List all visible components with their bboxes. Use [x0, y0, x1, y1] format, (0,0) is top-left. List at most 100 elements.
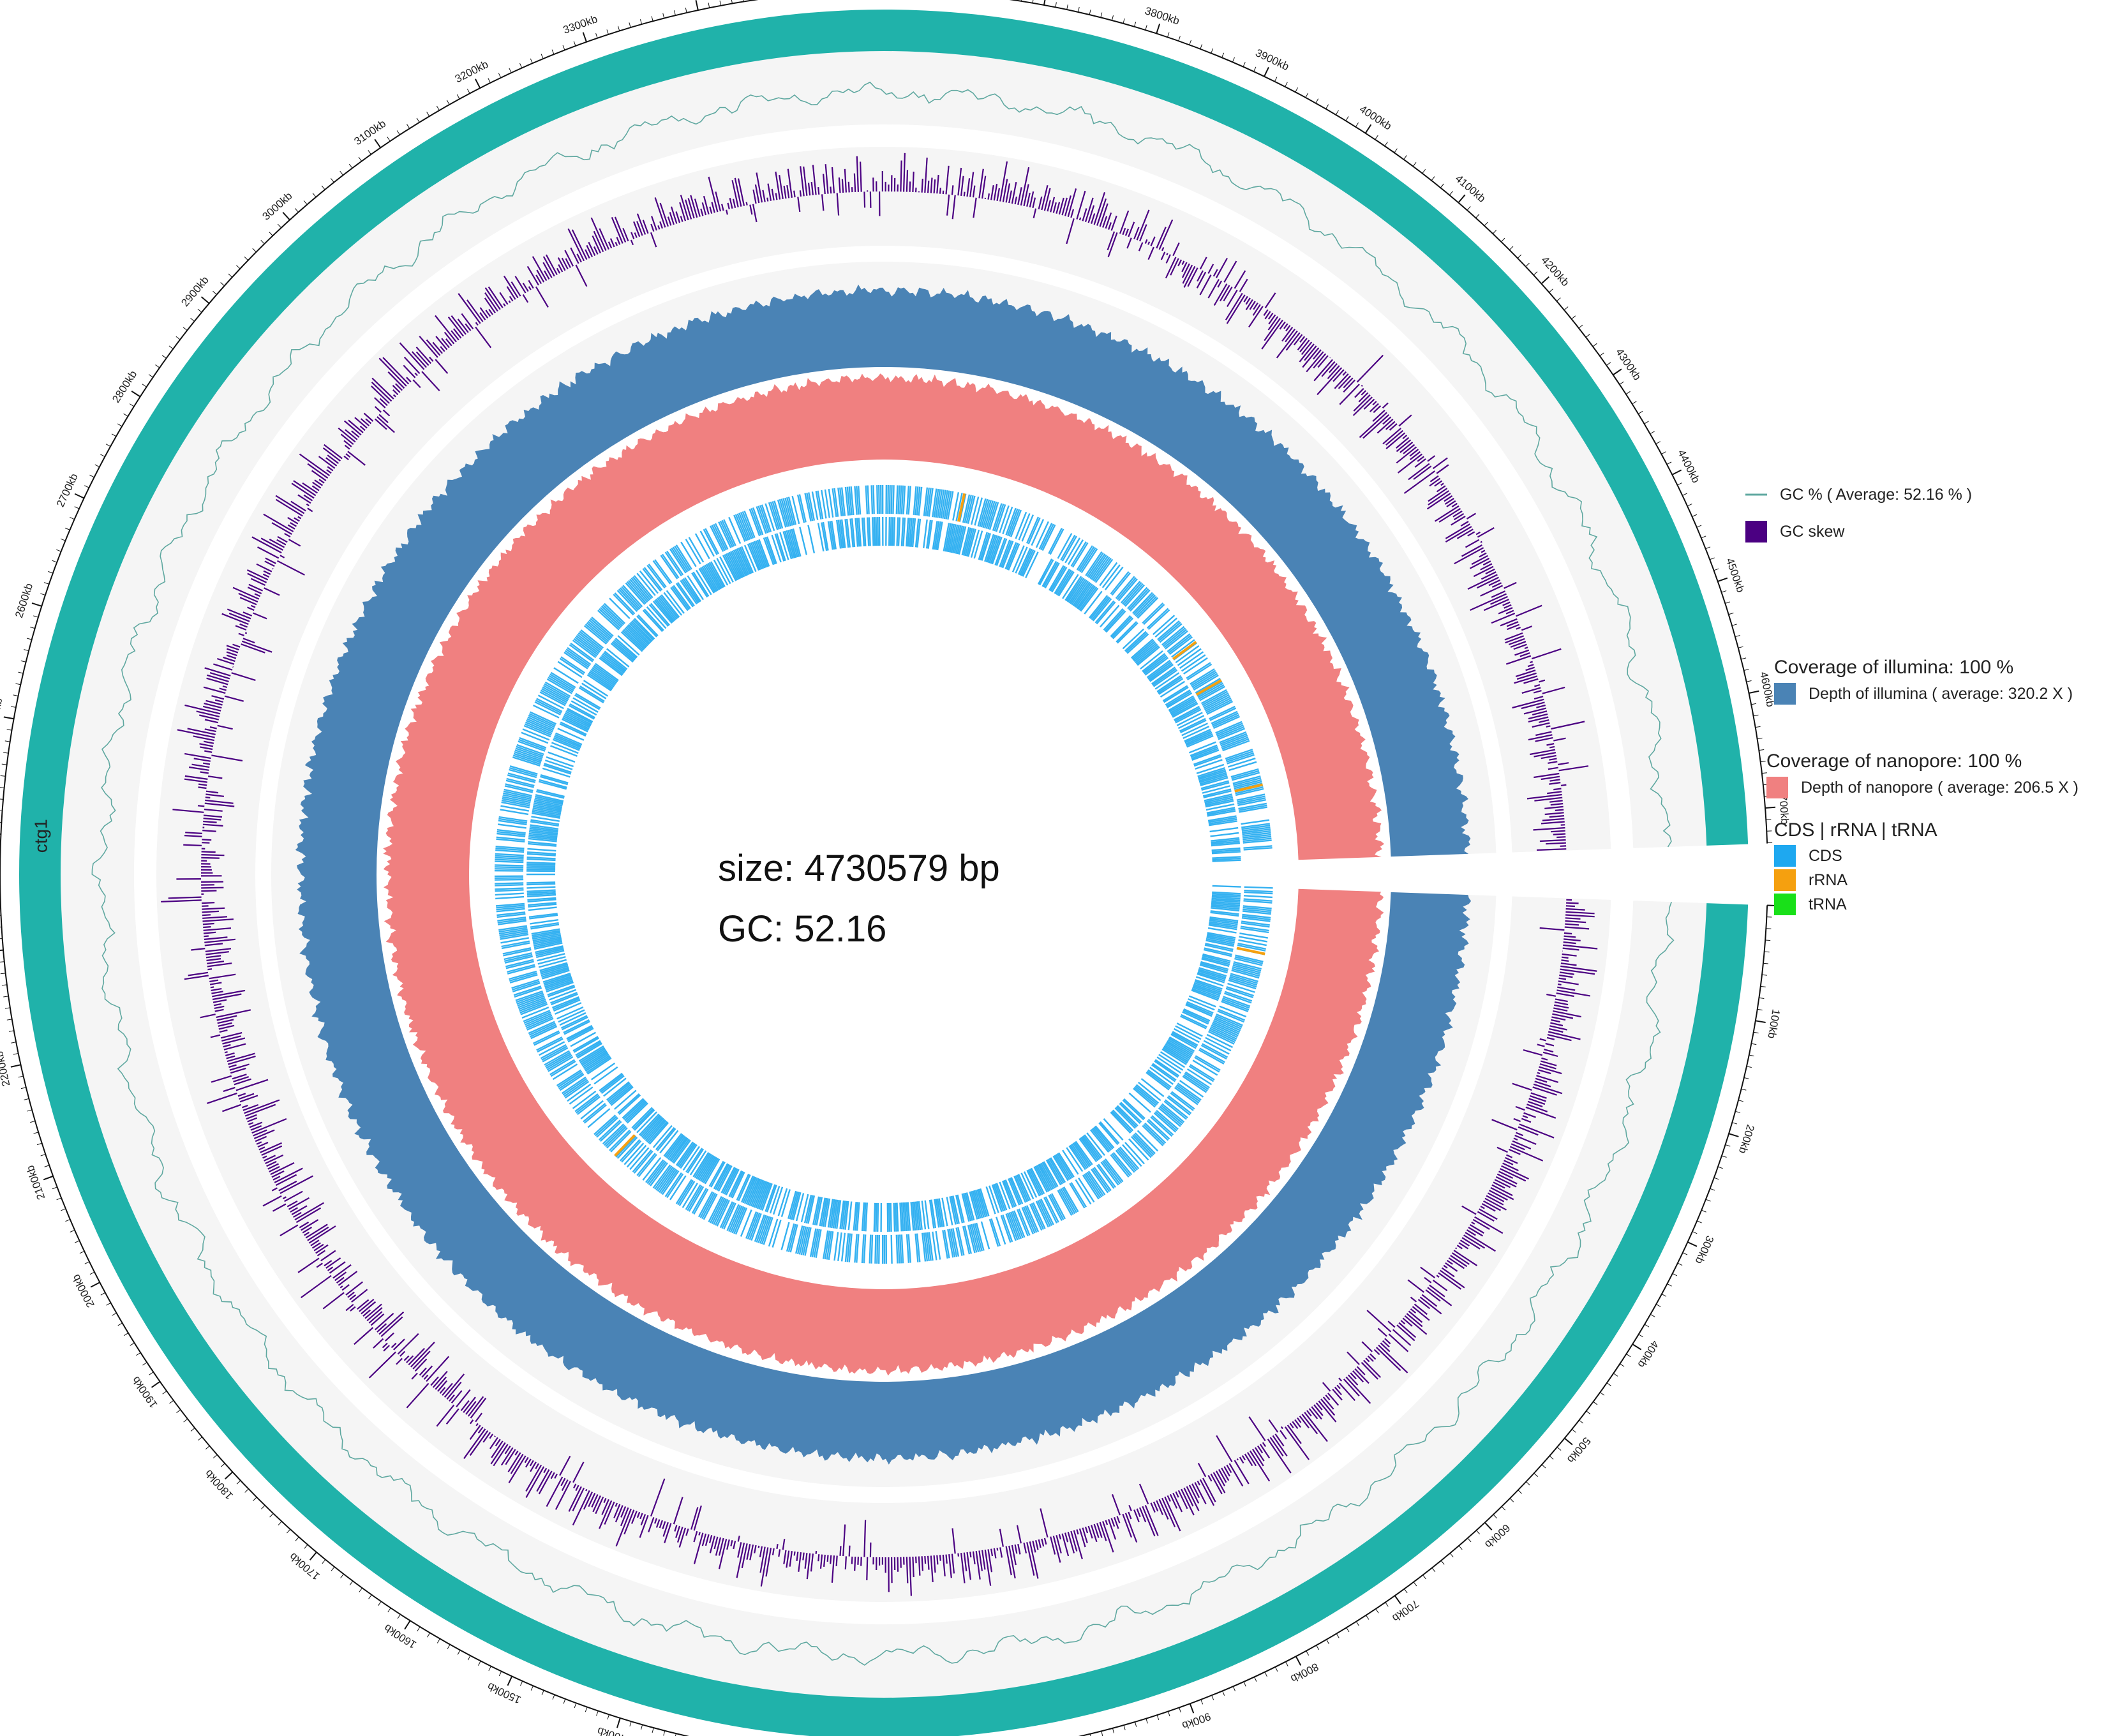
- minor-tick: [417, 1626, 421, 1631]
- minor-tick: [330, 178, 334, 183]
- tick-label: 1600kb: [382, 1622, 418, 1651]
- legend-illumina-header: Coverage of illumina: 100 %: [1774, 657, 2014, 678]
- minor-tick: [1757, 1008, 1763, 1011]
- tick-label: 300kb: [1693, 1234, 1717, 1266]
- minor-tick: [149, 1372, 154, 1375]
- minor-tick: [1146, 1718, 1148, 1724]
- minor-tick: [1701, 1209, 1706, 1213]
- minor-tick: [1725, 601, 1731, 604]
- minor-tick: [387, 137, 391, 142]
- minor-tick: [1440, 183, 1444, 188]
- major-tick: [131, 391, 141, 398]
- minor-tick: [1189, 40, 1192, 45]
- minor-tick: [70, 1229, 75, 1232]
- minor-tick: [573, 41, 576, 47]
- minor-tick: [1264, 1672, 1267, 1677]
- minor-tick: [1725, 1144, 1731, 1147]
- minor-tick: [1661, 451, 1666, 454]
- minor-tick: [1746, 680, 1752, 682]
- minor-tick: [1145, 25, 1147, 31]
- minor-tick: [117, 1322, 123, 1326]
- minor-tick: [1326, 1639, 1329, 1645]
- minor-tick: [1467, 206, 1471, 211]
- tick-label: 3900kb: [1253, 47, 1291, 73]
- genome-gc-label: GC: 52.16: [718, 908, 886, 950]
- minor-tick: [1156, 1714, 1160, 1720]
- rrna-mark: [957, 493, 966, 522]
- minor-tick: [1123, 1725, 1126, 1730]
- minor-tick: [24, 649, 29, 652]
- minor-tick: [1355, 122, 1359, 128]
- minor-tick: [530, 58, 533, 64]
- minor-tick: [1325, 104, 1329, 109]
- tick-label: 2200kb: [0, 1050, 12, 1088]
- legend-nanopore: Coverage of nanopore: 100 % Depth of nan…: [1766, 748, 2078, 800]
- minor-tick: [213, 290, 217, 295]
- minor-tick: [100, 454, 105, 458]
- minor-tick: [198, 1437, 203, 1440]
- tick-label: 4200kb: [1539, 254, 1571, 288]
- minor-tick: [1458, 1545, 1463, 1550]
- minor-tick: [1232, 1686, 1235, 1691]
- minor-tick: [1644, 421, 1649, 424]
- tick-label: 3300kb: [562, 13, 599, 36]
- minor-tick: [1666, 461, 1672, 465]
- tick-label: 500kb: [1565, 1435, 1593, 1465]
- minor-tick: [100, 1292, 106, 1296]
- tick-label: 600kb: [1482, 1522, 1512, 1550]
- minor-tick: [617, 26, 620, 31]
- tick-label: 2500kb: [0, 697, 4, 734]
- gc-line-swatch: [1745, 493, 1767, 496]
- minor-tick: [651, 16, 653, 22]
- minor-tick: [1755, 726, 1761, 728]
- minor-tick: [190, 318, 195, 322]
- minor-tick: [663, 1730, 666, 1736]
- minor-tick: [29, 626, 35, 629]
- minor-tick: [1295, 87, 1299, 93]
- tick-label: 2800kb: [110, 368, 139, 405]
- major-tick: [1394, 1595, 1401, 1605]
- minor-tick: [1467, 1538, 1472, 1543]
- major-tick: [31, 602, 42, 607]
- minor-tick: [1620, 1363, 1625, 1367]
- rrna-mark: [614, 1134, 636, 1157]
- minor-tick: [84, 1261, 90, 1264]
- minor-tick: [1677, 1262, 1683, 1266]
- minor-tick: [24, 1098, 29, 1100]
- legend-nanopore-row: Depth of nanopore ( average: 206.5 X ): [1766, 775, 2078, 800]
- minor-tick: [11, 1042, 17, 1044]
- minor-tick: [387, 1608, 391, 1613]
- minor-tick: [595, 33, 598, 38]
- minor-tick: [295, 1536, 299, 1541]
- minor-tick: [44, 582, 49, 585]
- cds-strand-1: [526, 516, 1241, 1232]
- minor-tick: [161, 355, 167, 359]
- minor-tick: [640, 1725, 643, 1730]
- minor-tick: [0, 938, 3, 939]
- minor-tick: [322, 1559, 326, 1564]
- minor-tick: [1422, 169, 1426, 174]
- minor-tick: [1211, 1695, 1214, 1700]
- minor-tick: [1564, 306, 1569, 311]
- minor-tick: [1717, 1166, 1723, 1169]
- major-tick: [1364, 124, 1372, 134]
- minor-tick: [213, 1454, 218, 1458]
- minor-tick: [1599, 352, 1604, 357]
- minor-tick: [1741, 657, 1747, 660]
- minor-tick: [1, 763, 7, 765]
- minor-tick: [396, 130, 400, 135]
- tick-label: 2600kb: [13, 582, 35, 620]
- minor-tick: [447, 1644, 451, 1649]
- major-tick: [151, 1381, 161, 1388]
- contig-label: ctg1: [31, 819, 50, 853]
- minor-tick: [1167, 32, 1170, 38]
- minor-tick: [426, 112, 430, 117]
- minor-tick: [1692, 514, 1698, 517]
- major-tick: [225, 1471, 234, 1479]
- minor-tick: [1221, 52, 1225, 58]
- minor-tick: [1682, 493, 1687, 496]
- minor-tick: [488, 1666, 491, 1672]
- tick-label: 4000kb: [1357, 103, 1394, 132]
- minor-tick: [563, 1698, 566, 1704]
- minor-tick: [488, 78, 491, 84]
